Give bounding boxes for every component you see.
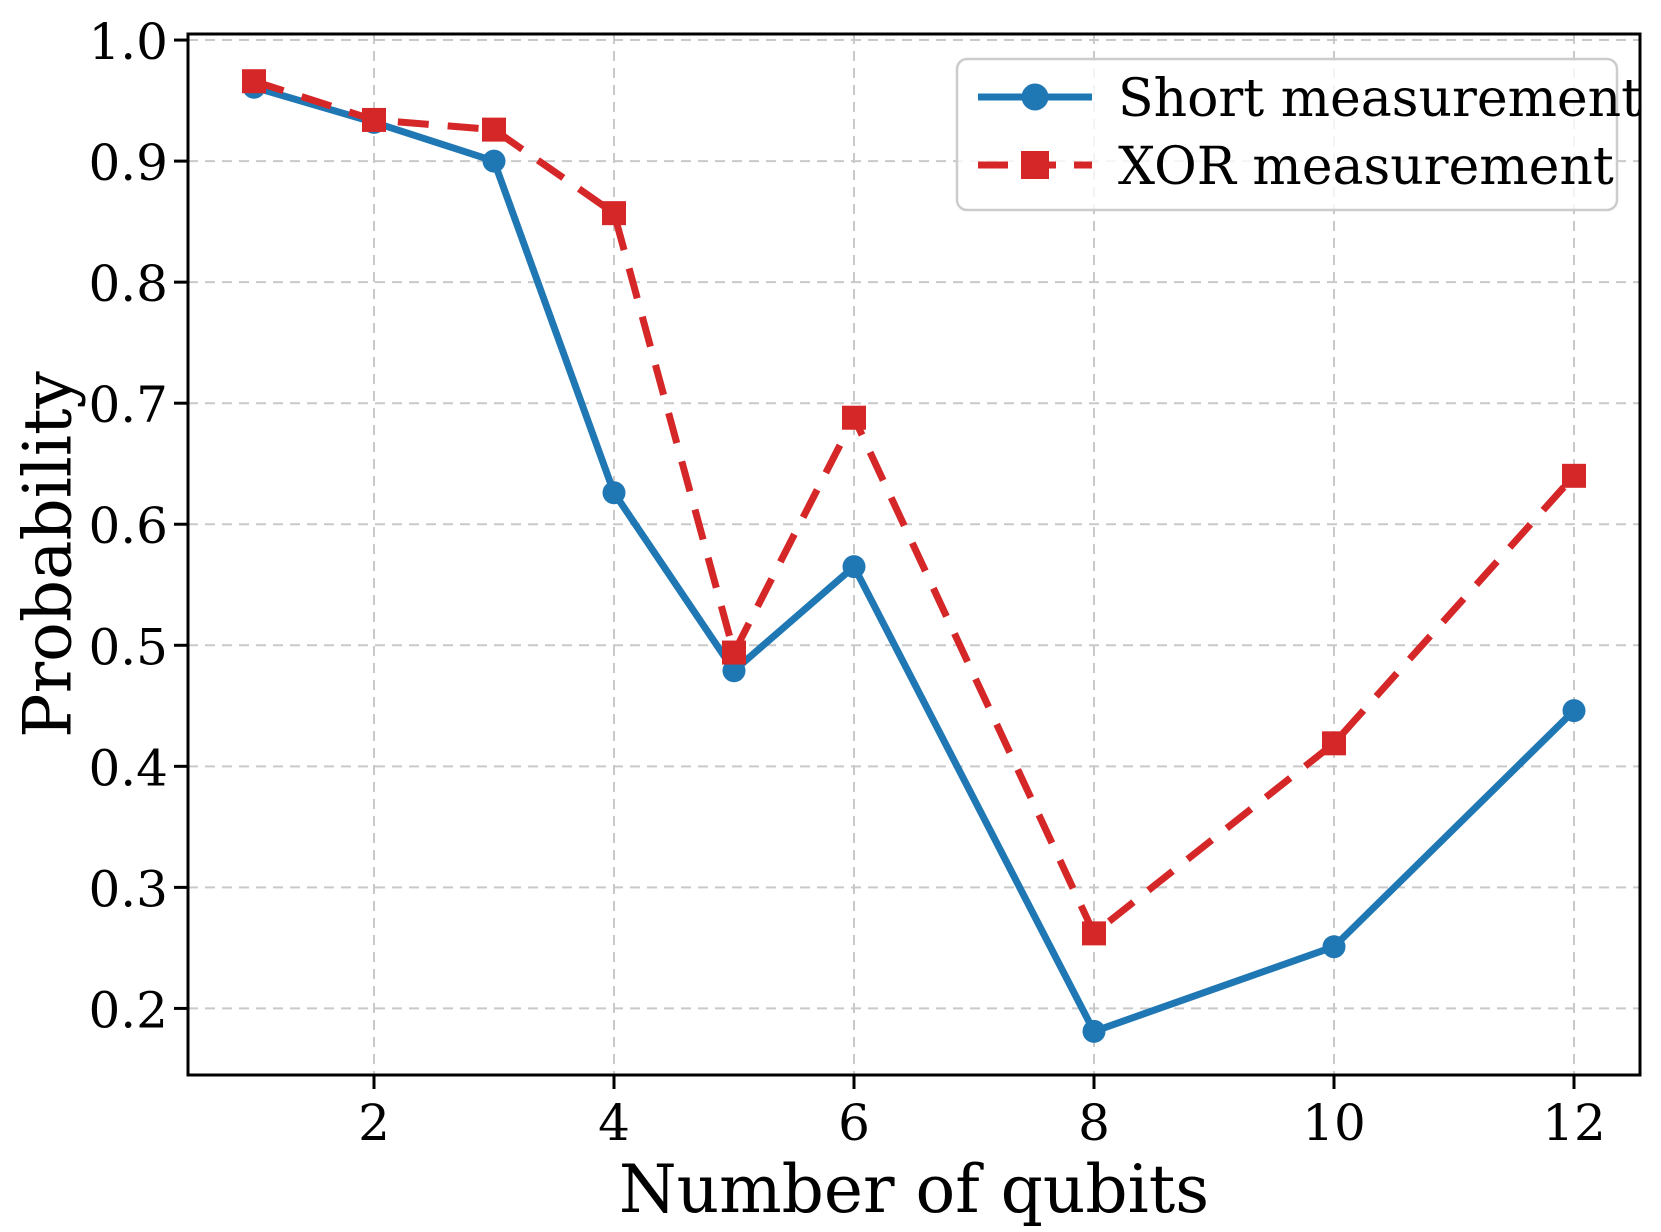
series-line — [252, 77, 1577, 937]
legend-box — [955, 57, 1619, 212]
plot-border — [186, 32, 1642, 1077]
legend-square-marker — [1021, 151, 1049, 179]
legend-entry: Short measurement — [978, 69, 1642, 129]
data-point-marker — [1322, 935, 1346, 959]
y-tick-label: 0.7 — [88, 376, 168, 434]
data-point-marker — [602, 481, 626, 505]
data-point-marker — [842, 555, 866, 579]
data-point-marker — [362, 107, 386, 132]
x-tick-label: 4 — [598, 1094, 630, 1152]
y-tick-label: 0.5 — [88, 618, 168, 676]
x-tick-label: 8 — [1078, 1094, 1110, 1152]
data-point-marker — [1082, 1019, 1106, 1043]
y-tick-label: 0.3 — [88, 860, 168, 918]
data-point-marker — [1562, 699, 1586, 723]
data-point-marker — [1562, 463, 1586, 488]
data-point-marker — [1322, 731, 1346, 756]
data-point-marker — [722, 659, 746, 683]
legend-entry: XOR measurement — [978, 137, 1614, 197]
y-axis-label: Probability — [10, 370, 87, 737]
data-point-marker — [602, 201, 626, 226]
y-tick-label: 1.0 — [88, 13, 168, 71]
series-xor-measurement — [242, 69, 1586, 946]
x-tick-label: 12 — [1542, 1094, 1606, 1152]
y-tick-label: 0.4 — [88, 739, 168, 797]
legend-label: XOR measurement — [1118, 137, 1614, 197]
x-axis-label: Number of qubits — [619, 1151, 1209, 1228]
data-point-marker — [1082, 921, 1106, 946]
data-point-marker — [842, 405, 866, 430]
y-tick-label: 0.8 — [88, 255, 168, 313]
y-axis: 0.2 0.3 0.4 0.5 0.6 0.7 0.8 0.9 1.0 — [88, 13, 188, 1039]
x-tick-label: 10 — [1302, 1094, 1366, 1152]
legend: Short measurement XOR measurement — [955, 57, 1642, 212]
x-tick-label: 6 — [838, 1094, 870, 1152]
legend-circle-marker — [1021, 83, 1049, 111]
x-axis: 2 4 6 8 10 12 — [358, 1075, 1606, 1152]
y-tick-label: 0.9 — [88, 134, 168, 192]
data-point-marker — [722, 640, 746, 665]
data-point-marker — [482, 149, 506, 173]
y-tick-label: 0.6 — [88, 497, 168, 555]
legend-label: Short measurement — [1118, 69, 1642, 129]
x-tick-label: 2 — [358, 1094, 390, 1152]
data-point-marker — [482, 117, 506, 142]
data-point-marker — [242, 69, 266, 94]
y-tick-label: 0.2 — [88, 981, 168, 1039]
